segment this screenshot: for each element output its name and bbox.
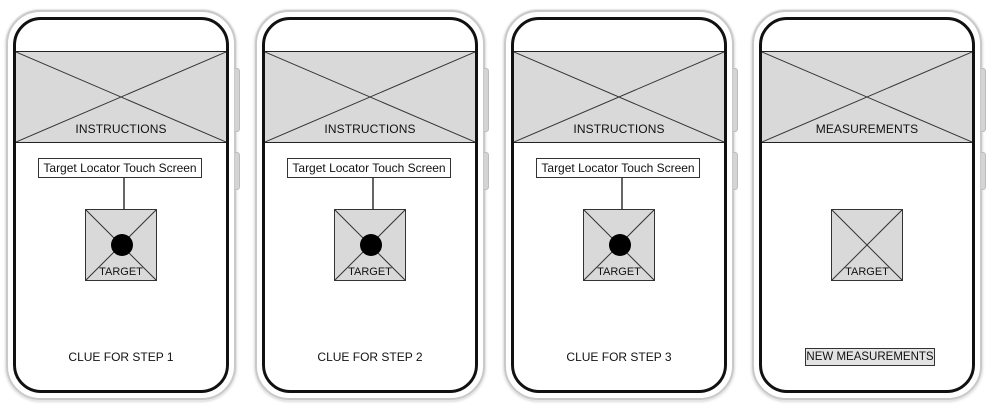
phone-step-1: INSTRUCTIONS Target Locator Touch Screen… bbox=[6, 10, 240, 400]
target-dot-icon bbox=[360, 234, 382, 256]
clue-text: CLUE FOR STEP 1 bbox=[68, 350, 174, 364]
target-touch-area[interactable]: TARGET bbox=[334, 209, 406, 281]
side-button-power bbox=[484, 152, 489, 190]
phone-screen: INSTRUCTIONS Target Locator Touch Screen… bbox=[13, 17, 229, 393]
side-button-volume bbox=[981, 68, 986, 132]
image-placeholder-icon bbox=[762, 52, 972, 142]
image-placeholder-icon bbox=[514, 52, 724, 142]
instructions-image-placeholder: INSTRUCTIONS bbox=[16, 51, 226, 143]
target-label: TARGET bbox=[99, 266, 143, 278]
new-measurements-button[interactable]: NEW MEASUREMENTS bbox=[805, 348, 935, 366]
clue-text: CLUE FOR STEP 3 bbox=[566, 350, 672, 364]
phone-screen: MEASUREMENTS TARGET NEW MEASUREMENTS bbox=[759, 17, 975, 393]
side-button-volume bbox=[733, 68, 738, 132]
instructions-image-placeholder: INSTRUCTIONS bbox=[514, 51, 724, 143]
measurements-image-placeholder: MEASUREMENTS bbox=[762, 51, 972, 143]
target-dot-icon bbox=[609, 234, 631, 256]
phone-screen: INSTRUCTIONS Target Locator Touch Screen… bbox=[262, 17, 478, 393]
clue-text: CLUE FOR STEP 2 bbox=[317, 350, 423, 364]
side-button-power bbox=[981, 152, 986, 190]
target-result-placeholder: TARGET bbox=[831, 209, 903, 281]
target-label: TARGET bbox=[348, 266, 392, 278]
target-label: TARGET bbox=[845, 266, 889, 278]
target-label: TARGET bbox=[597, 266, 641, 278]
phone-step-3: INSTRUCTIONS Target Locator Touch Screen… bbox=[504, 10, 738, 400]
target-locator-label: Target Locator Touch Screen bbox=[38, 158, 202, 178]
target-touch-area[interactable]: TARGET bbox=[583, 209, 655, 281]
image-placeholder-icon bbox=[265, 52, 475, 142]
instructions-image-placeholder: INSTRUCTIONS bbox=[265, 51, 475, 143]
target-touch-area[interactable]: TARGET bbox=[85, 209, 157, 281]
side-button-power bbox=[235, 152, 240, 190]
target-locator-label: Target Locator Touch Screen bbox=[536, 158, 700, 178]
phone-step-2: INSTRUCTIONS Target Locator Touch Screen… bbox=[255, 10, 489, 400]
image-placeholder-icon bbox=[832, 210, 902, 280]
phone-measurements: MEASUREMENTS TARGET NEW MEASUREMENTS bbox=[752, 10, 986, 400]
banner-label: INSTRUCTIONS bbox=[75, 122, 167, 136]
side-button-power bbox=[733, 152, 738, 190]
phone-screen: INSTRUCTIONS Target Locator Touch Screen… bbox=[511, 17, 727, 393]
image-placeholder-icon bbox=[16, 52, 226, 142]
banner-label: INSTRUCTIONS bbox=[324, 122, 416, 136]
target-locator-label: Target Locator Touch Screen bbox=[287, 158, 451, 178]
banner-label: MEASUREMENTS bbox=[815, 122, 919, 136]
target-dot-icon bbox=[111, 234, 133, 256]
banner-label: INSTRUCTIONS bbox=[573, 122, 665, 136]
side-button-volume bbox=[235, 68, 240, 132]
side-button-volume bbox=[484, 68, 489, 132]
